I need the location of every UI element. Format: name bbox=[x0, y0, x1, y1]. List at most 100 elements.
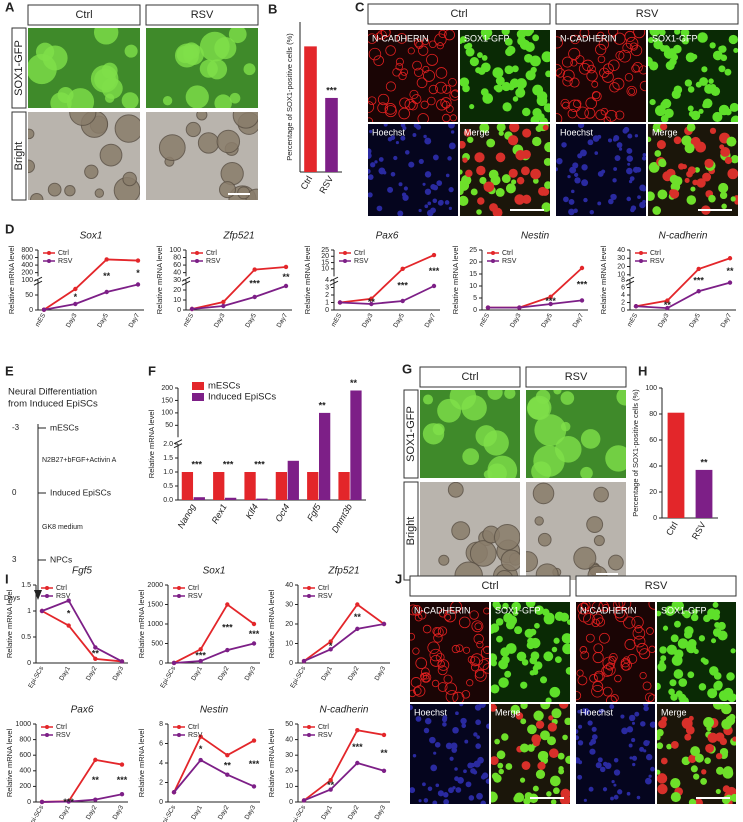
cell bbox=[559, 794, 570, 804]
cell bbox=[639, 671, 647, 680]
cell bbox=[544, 181, 550, 189]
sphere bbox=[534, 414, 567, 447]
sphere bbox=[560, 421, 571, 432]
cell bbox=[395, 57, 404, 66]
cell bbox=[525, 602, 536, 608]
cell bbox=[516, 176, 525, 185]
y-tick-label: 50 bbox=[25, 292, 33, 299]
cell bbox=[515, 149, 526, 161]
cell bbox=[694, 753, 704, 763]
x-tick-label: Day2 bbox=[217, 804, 231, 821]
cell bbox=[624, 638, 636, 650]
nucleus bbox=[568, 208, 575, 216]
y-tick-label: 1 bbox=[27, 608, 31, 615]
data-point bbox=[225, 602, 230, 607]
x-tick-label: Ctrl bbox=[664, 520, 680, 537]
cell bbox=[505, 643, 517, 654]
data-point bbox=[548, 294, 553, 299]
nucleus bbox=[649, 721, 655, 728]
cell bbox=[421, 667, 430, 677]
cell bbox=[556, 113, 563, 122]
cell bbox=[474, 668, 485, 679]
chart-title: Sox1 bbox=[203, 566, 226, 577]
x-tick-label: Day5 bbox=[96, 312, 110, 329]
cell bbox=[720, 54, 728, 62]
y-tick-label: 60 bbox=[173, 262, 181, 269]
cell bbox=[480, 646, 489, 659]
y-tick-label: 5 bbox=[473, 295, 477, 302]
nucleus bbox=[613, 769, 621, 776]
significance: *** bbox=[254, 459, 265, 469]
panel-letter: D bbox=[5, 221, 14, 236]
y-tick-label: 20 bbox=[617, 263, 625, 270]
column-header: RSV bbox=[191, 9, 214, 21]
cell bbox=[595, 109, 606, 121]
cell bbox=[674, 30, 681, 35]
y-tick-label: 800 bbox=[19, 736, 31, 743]
nucleus bbox=[410, 787, 416, 794]
legend-marker bbox=[307, 594, 311, 598]
nucleus bbox=[628, 743, 633, 748]
nucleus bbox=[413, 124, 419, 128]
cell bbox=[711, 612, 720, 621]
x-tick-label: Day7 bbox=[276, 312, 290, 329]
significance: ** bbox=[726, 266, 734, 276]
data-point bbox=[39, 799, 45, 805]
cell bbox=[553, 637, 560, 644]
nucleus bbox=[626, 196, 632, 202]
cell bbox=[587, 64, 596, 74]
cell bbox=[508, 168, 518, 178]
series-line bbox=[41, 758, 123, 803]
cell bbox=[414, 67, 424, 77]
y-axis-label: Relative mRNA level bbox=[451, 245, 460, 314]
cell bbox=[514, 194, 525, 205]
nucleus bbox=[592, 135, 600, 142]
bar bbox=[319, 412, 331, 500]
legend-marker bbox=[343, 251, 347, 255]
cell bbox=[541, 51, 550, 63]
y-axis-label: Relative mRNA level bbox=[155, 245, 164, 314]
cell bbox=[474, 152, 485, 163]
cell bbox=[598, 39, 609, 50]
nucleus bbox=[634, 134, 639, 138]
nucleus bbox=[581, 179, 589, 187]
cell bbox=[448, 77, 457, 87]
x-tick-label: Day3 bbox=[374, 804, 388, 821]
legend-marker bbox=[491, 259, 495, 263]
nucleus bbox=[569, 166, 577, 174]
series-line bbox=[41, 610, 123, 663]
cell bbox=[553, 787, 560, 795]
sphere bbox=[47, 182, 62, 197]
cell bbox=[648, 645, 655, 654]
x-tick-label: Nanog bbox=[176, 502, 198, 530]
y-tick-label: 0 bbox=[159, 799, 163, 806]
significance: ** bbox=[380, 748, 388, 758]
x-tick-label: Day2 bbox=[85, 804, 99, 821]
sphere bbox=[608, 554, 624, 571]
y-axis-label: Relative mRNA level bbox=[267, 589, 276, 658]
legend-label: RSV bbox=[502, 258, 517, 265]
y-tick-label: 1500 bbox=[147, 601, 163, 608]
cell bbox=[451, 644, 460, 654]
series-line bbox=[488, 299, 583, 309]
nucleus bbox=[450, 130, 455, 134]
cell bbox=[450, 602, 463, 613]
cell bbox=[471, 620, 484, 633]
cell bbox=[521, 761, 531, 770]
cell bbox=[648, 602, 655, 610]
significance: *** bbox=[63, 797, 74, 807]
nucleus bbox=[448, 186, 454, 193]
sphere bbox=[423, 394, 434, 405]
cell bbox=[539, 676, 548, 684]
cell bbox=[730, 115, 738, 122]
column-header-box bbox=[409, 575, 571, 597]
legend-marker bbox=[491, 251, 495, 255]
y-tick-label: 0 bbox=[27, 799, 31, 806]
channel-label: Merge bbox=[652, 127, 678, 137]
y-axis-label: Relative mRNA level bbox=[137, 728, 146, 797]
nucleus bbox=[577, 740, 584, 746]
sphere bbox=[228, 28, 247, 44]
legend-marker bbox=[307, 733, 311, 737]
cell bbox=[540, 704, 551, 710]
x-tick-label: Day1 bbox=[320, 804, 334, 821]
